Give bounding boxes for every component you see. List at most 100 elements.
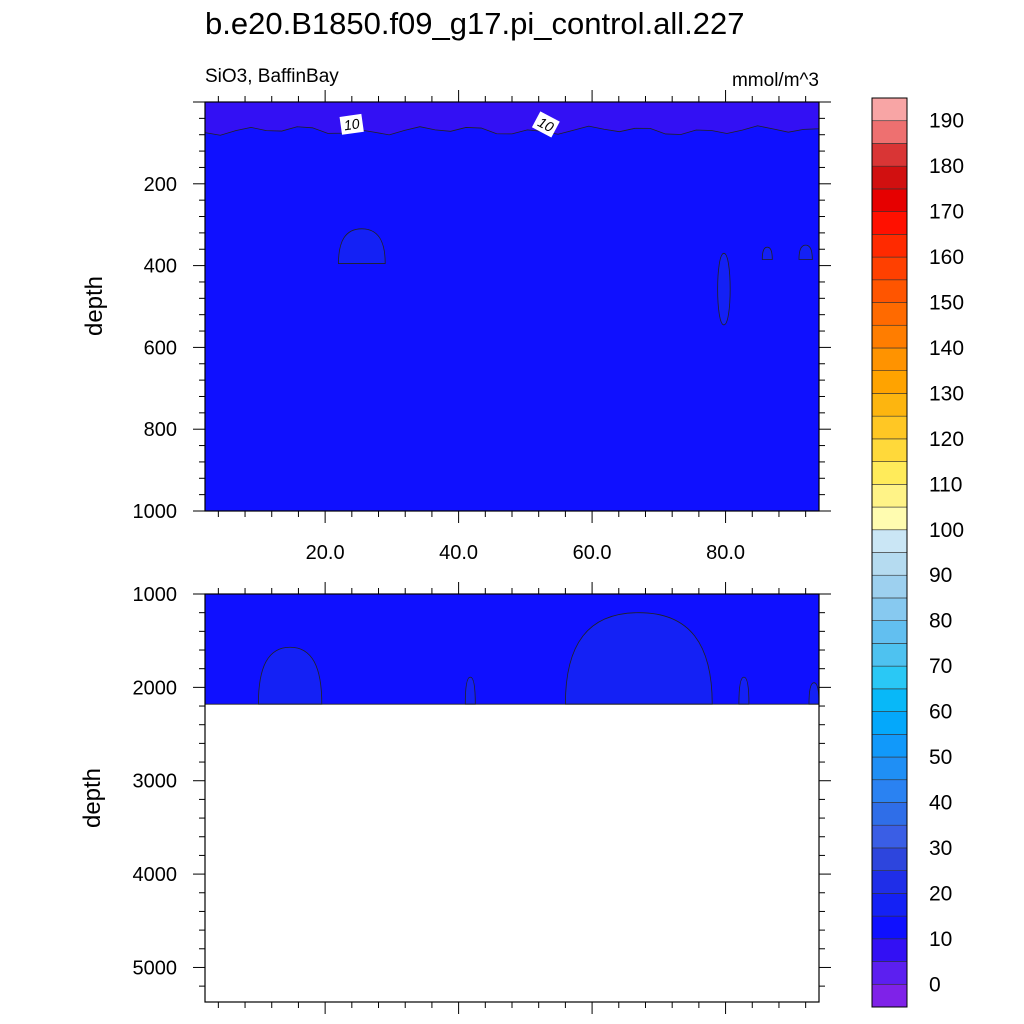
bottom-panel: 1000 2000 3000 4000 5000 depth: [79, 582, 831, 1014]
colorbar-box-30: [871, 302, 908, 326]
top-background-fill: [205, 102, 819, 511]
top-xtick-label: 80.0: [706, 542, 745, 564]
bottom-ytick-label: 1000: [133, 584, 178, 606]
colorbar-box-25: [871, 415, 908, 440]
colorbar-box-39: [871, 97, 908, 122]
top-contour-patch-2: [717, 252, 731, 326]
colorbar-tick-label: 90: [929, 564, 952, 587]
colorbar-box-27: [871, 370, 908, 394]
bottom-contour-patch-1: [464, 676, 476, 705]
bottom-contour-patch-4: [808, 682, 819, 705]
colorbar-tick-label: 130: [929, 382, 964, 405]
top-xtick-label: 40.0: [439, 542, 478, 564]
colorbar-box-19: [871, 552, 908, 576]
colorbar-box-23: [871, 461, 908, 485]
colorbar-box-22: [871, 484, 908, 508]
colorbar-box-20: [871, 529, 908, 553]
top-ytick-label: 400: [144, 256, 177, 278]
colorbar-box-12: [871, 711, 908, 735]
colorbar-tick-label: 10: [929, 928, 952, 951]
colorbar-box-34: [871, 211, 908, 235]
colorbar-box-10: [871, 756, 908, 781]
top-ytick-label: 1000: [133, 501, 178, 523]
colorbar-tick-label: 160: [929, 246, 964, 269]
bottom-ytick-label: 3000: [133, 771, 178, 793]
colorbar-tick-label: 140: [929, 337, 964, 360]
bottom-ylabel: depth: [79, 768, 106, 828]
colorbar-tick-label: 170: [929, 201, 964, 224]
colorbar-box-14: [871, 665, 908, 690]
left-subtitle: SiO3, BaffinBay: [205, 66, 339, 87]
colorbar-box-28: [871, 347, 908, 372]
bottom-contour-patch-0: [257, 646, 323, 705]
right-subtitle: mmol/m^3: [732, 70, 819, 91]
bottom-ytick-label: 2000: [133, 677, 178, 699]
top-contour-patch-4: [798, 244, 813, 260]
colorbar-box-8: [871, 802, 908, 826]
colorbar-tick-label: 20: [929, 882, 952, 905]
bottom-contour-patch-3: [738, 676, 750, 705]
chart-title: b.e20.B1850.f09_g17.pi_control.all.227: [205, 6, 745, 41]
top-axis-ticks: 200 400 600 800 1000 20.0 40.0 60.0 80.0: [133, 90, 831, 564]
bottom-ytick-label: 4000: [133, 864, 178, 886]
top-xtick-label: 60.0: [573, 542, 612, 564]
colorbar-box-26: [871, 393, 908, 417]
colorbar-tick-label: 110: [929, 473, 962, 496]
contour-label-1: 10: [531, 111, 560, 138]
top-contour-fill: [205, 102, 819, 511]
top-contour-patch-3: [761, 246, 773, 260]
colorbar-box-31: [871, 279, 908, 303]
colorbar-box-35: [871, 188, 908, 212]
colorbar-box-16: [871, 620, 908, 644]
colorbar-box-36: [871, 165, 908, 190]
colorbar-box-11: [871, 733, 908, 758]
top-contour-patch-1: [338, 228, 386, 264]
colorbar-box-2: [871, 938, 908, 962]
colorbar-box-37: [871, 143, 908, 167]
colorbar-tick-label: 120: [929, 428, 964, 451]
colorbar-tick-label: 190: [929, 110, 964, 133]
colorbar-tick-label: 60: [929, 701, 952, 724]
top-ytick-label: 600: [144, 337, 177, 359]
colorbar-box-4: [871, 893, 908, 917]
colorbar-box-18: [871, 574, 908, 599]
colorbar-box-33: [871, 234, 908, 258]
colorbar-box-17: [871, 597, 908, 621]
colorbar-box-0: [871, 983, 908, 1008]
colorbar-tick-label: 150: [929, 292, 964, 315]
top-ytick-label: 800: [144, 419, 177, 441]
colorbar-box-21: [871, 506, 908, 531]
colorbar-box-9: [871, 779, 908, 803]
contour-label-box-0: [339, 113, 364, 135]
colorbar-box-13: [871, 688, 908, 712]
colorbar-tick-label: 30: [929, 837, 952, 860]
colorbar-box-6: [871, 847, 908, 871]
contour-label-text-1: 10: [535, 114, 556, 136]
top-contour-lines: 10 10: [339, 111, 560, 138]
colorbar-frame: [871, 97, 908, 1008]
colorbar-box-1: [871, 961, 908, 985]
colorbar-tick-label: 40: [929, 791, 952, 814]
top-ylabel: depth: [81, 276, 108, 336]
bottom-contour-fill: [205, 594, 819, 705]
bottom-contour-patch-2: [564, 612, 713, 705]
colorbar-box-29: [871, 324, 908, 349]
colorbar-tick-label: 80: [929, 610, 952, 633]
colorbar: 0 10 20 30 40 50 60 70 80 90 100 110 120 130 140 150 160…: [871, 97, 964, 1008]
colorbar-box-5: [871, 870, 908, 894]
colorbar-tick-label: 100: [929, 519, 964, 542]
colorbar-tick-label: 70: [929, 655, 952, 678]
contour-label-text-0: 10: [343, 115, 361, 133]
top-xtick-label: 20.0: [306, 542, 345, 564]
contour-label-0: 10: [339, 113, 364, 135]
colorbar-box-7: [871, 824, 908, 849]
colorbar-tick-label: 0: [929, 973, 941, 996]
colorbar-tick-label: 180: [929, 155, 964, 178]
colorbar-box-38: [871, 120, 908, 144]
bottom-ytick-label: 5000: [133, 957, 178, 979]
colorbar-box-3: [871, 915, 908, 940]
colorbar-tick-label: 50: [929, 746, 952, 769]
bottom-axis-ticks: 1000 2000 3000 4000 5000: [133, 582, 831, 1014]
contour-label-box-1: [531, 111, 560, 138]
